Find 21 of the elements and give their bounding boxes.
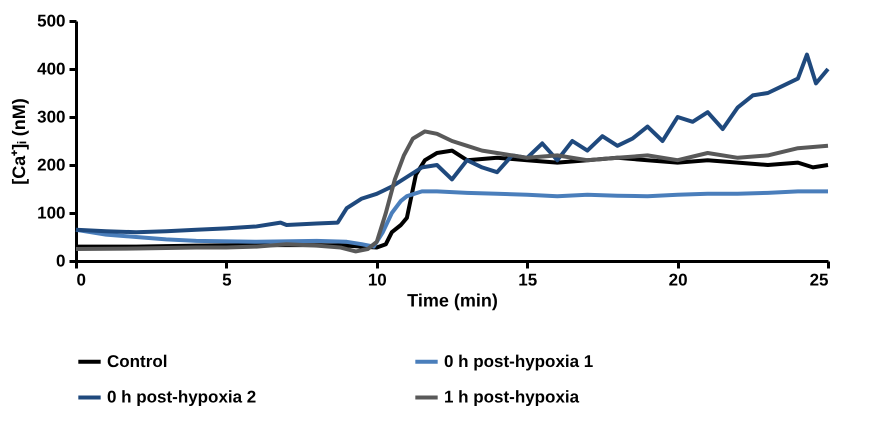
x-tick-label: 5 xyxy=(222,270,232,290)
y-tick-label: 0 xyxy=(56,252,66,270)
y-tick-label: 200 xyxy=(37,156,66,174)
y-axis-title: [Ca⁺]ᵢ (nM) xyxy=(9,98,30,185)
legend-label: 0 h post-hypoxia 2 xyxy=(107,388,256,406)
y-tick-label: 400 xyxy=(37,60,66,78)
x-tick-label: 25 xyxy=(810,270,828,290)
x-tick-label: 20 xyxy=(668,270,688,290)
line-series xyxy=(74,189,830,249)
legend-label: Control xyxy=(107,352,168,371)
x-axis-title: Time (min) xyxy=(407,290,498,310)
y-tick-label: 300 xyxy=(37,108,66,126)
x-tick-label: 0 xyxy=(76,270,86,290)
y-tick-label: 500 xyxy=(37,12,66,30)
line-series xyxy=(74,129,830,254)
line-series xyxy=(74,52,830,234)
x-tick-label: 15 xyxy=(518,270,538,290)
x-tick-label: 10 xyxy=(368,270,387,290)
legend-label: 0 h post-hypoxia 1 xyxy=(444,352,594,371)
legend-label: 1 h post-hypoxia xyxy=(444,388,580,406)
y-tick-label: 100 xyxy=(37,204,66,222)
